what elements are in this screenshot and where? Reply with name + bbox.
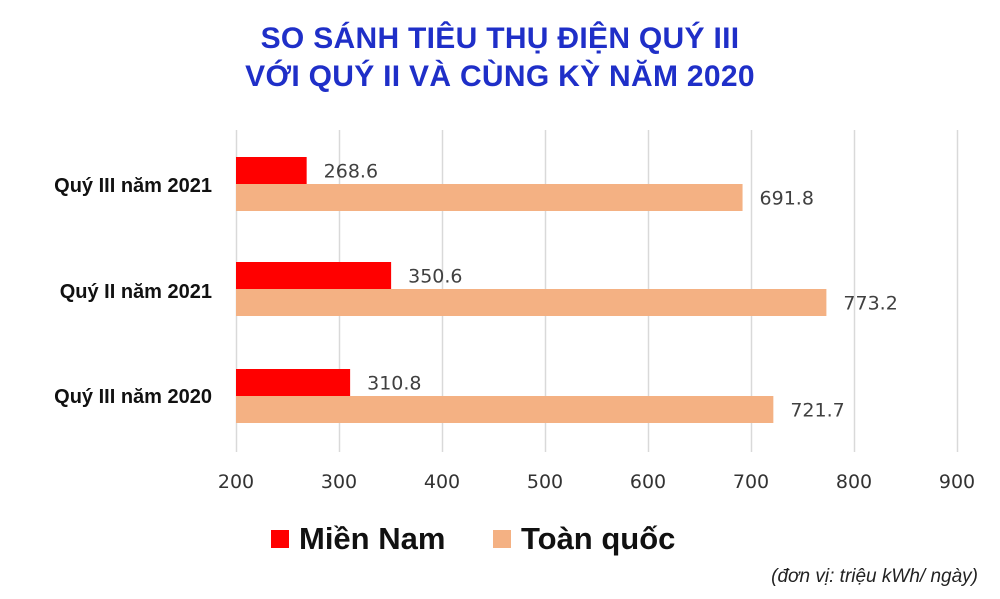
data-label: 773.2 bbox=[843, 293, 897, 315]
x-axis-ticks: 200 300 400 500 600 700 800 900 bbox=[218, 471, 975, 493]
category-label: Quý II năm 2021 bbox=[60, 281, 212, 303]
bar-toan-quoc bbox=[236, 184, 743, 211]
bar-mien-nam bbox=[236, 262, 392, 289]
bars bbox=[236, 157, 827, 423]
x-tick-label: 700 bbox=[733, 471, 769, 493]
x-tick-label: 400 bbox=[424, 471, 460, 493]
legend-label-mien-nam: Miền Nam bbox=[299, 521, 446, 556]
legend-item-toan-quoc: Toàn quốc bbox=[493, 519, 675, 559]
chart-title-line-1: SO SÁNH TIÊU THỤ ĐIỆN QUÝ III bbox=[260, 22, 740, 55]
legend-item-mien-nam: Miền Nam bbox=[271, 519, 445, 559]
data-labels: 268.6 350.6 310.8 691.8 773.2 721.7 bbox=[324, 161, 898, 422]
legend-swatch-toan-quoc bbox=[493, 530, 511, 548]
x-tick-label: 200 bbox=[218, 471, 254, 493]
data-label: 268.6 bbox=[324, 161, 378, 183]
x-tick-label: 900 bbox=[939, 471, 975, 493]
bar-mien-nam bbox=[236, 369, 351, 396]
bar-toan-quoc bbox=[236, 396, 774, 423]
legend-label-toan-quoc: Toàn quốc bbox=[521, 521, 676, 556]
x-tick-label: 500 bbox=[527, 471, 563, 493]
data-label: 691.8 bbox=[760, 188, 814, 210]
unit-note: (đơn vị: triệu kWh/ ngày) bbox=[771, 566, 978, 587]
category-label: Quý III năm 2020 bbox=[54, 386, 212, 408]
legend-swatch-mien-nam bbox=[271, 530, 289, 548]
category-labels: Quý III năm 2021 Quý II năm 2021 Quý III n… bbox=[54, 175, 212, 408]
legend: Miền Nam Toàn quốc bbox=[0, 519, 1000, 559]
bar-toan-quoc bbox=[236, 289, 827, 316]
category-label: Quý III năm 2021 bbox=[54, 175, 212, 197]
x-tick-label: 300 bbox=[321, 471, 357, 493]
bar-mien-nam bbox=[236, 157, 307, 184]
data-label: 310.8 bbox=[367, 373, 421, 395]
data-label: 350.6 bbox=[408, 266, 462, 288]
chart-title-line-2: VỚI QUÝ II VÀ CÙNG KỲ NĂM 2020 bbox=[245, 60, 755, 93]
data-label: 721.7 bbox=[790, 400, 844, 422]
chart-title: SO SÁNH TIÊU THỤ ĐIỆN QUÝ III VỚI QUÝ II… bbox=[0, 20, 1000, 96]
x-tick-label: 800 bbox=[836, 471, 872, 493]
x-tick-label: 600 bbox=[630, 471, 666, 493]
